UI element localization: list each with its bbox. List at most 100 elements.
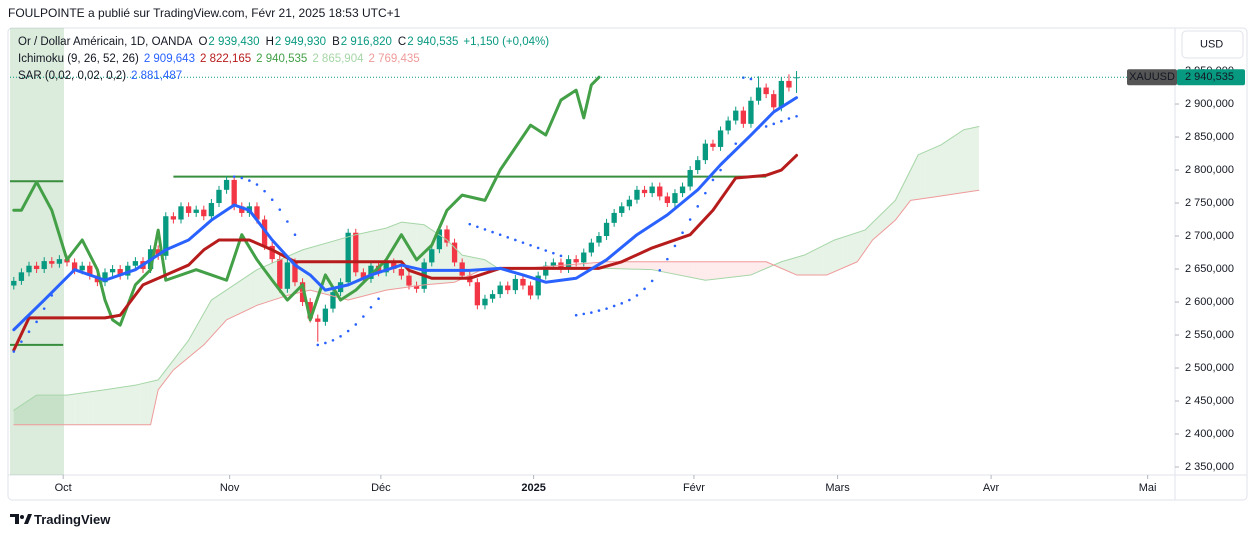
plot-area bbox=[10, 71, 1175, 426]
candle-body bbox=[56, 259, 63, 264]
cloud-fill bbox=[146, 381, 151, 425]
candle-body bbox=[208, 203, 215, 217]
cloud-fill bbox=[127, 385, 132, 425]
sar-dot bbox=[620, 302, 624, 305]
sar-dot bbox=[605, 307, 608, 310]
sar-dot bbox=[780, 119, 783, 123]
cloud-fill bbox=[215, 294, 219, 333]
footer-brand: TradingView bbox=[34, 512, 111, 527]
sar-dot bbox=[362, 315, 365, 318]
sar-dot bbox=[232, 175, 236, 178]
candle-body bbox=[185, 206, 192, 213]
cloud-fill bbox=[690, 261, 694, 278]
candle-body bbox=[588, 242, 595, 253]
candle-body bbox=[505, 285, 511, 291]
y-tick-label: 2 350,000 bbox=[1185, 461, 1234, 473]
cloud-fill bbox=[845, 235, 850, 267]
sar-dot bbox=[544, 249, 548, 252]
cloud-fill bbox=[97, 390, 102, 425]
candle-body bbox=[71, 262, 78, 271]
candle-body bbox=[786, 80, 792, 88]
x-tick-label: Mars bbox=[825, 482, 850, 494]
cloud-fill bbox=[899, 185, 903, 216]
currency-button[interactable] bbox=[1181, 30, 1244, 59]
cloud-fill bbox=[203, 306, 208, 345]
cloud-fill bbox=[800, 255, 805, 275]
candle-body bbox=[565, 259, 572, 270]
cloud-fill bbox=[211, 297, 216, 337]
cloud-fill bbox=[735, 261, 740, 277]
cloud-fill bbox=[872, 218, 877, 240]
candle-body bbox=[315, 318, 321, 322]
candle-body bbox=[398, 269, 405, 276]
cloud-fill bbox=[253, 269, 257, 308]
candle-body bbox=[284, 262, 291, 289]
legend-item: C bbox=[397, 36, 407, 48]
chart-frame bbox=[7, 27, 1248, 501]
y-tick-label: 2 400,000 bbox=[1185, 428, 1234, 440]
sar-dot bbox=[270, 198, 274, 202]
legend-item: Or / Dollar Américain, 1D, OANDA bbox=[18, 36, 193, 48]
cloud-fill bbox=[389, 225, 394, 290]
sar-dot bbox=[795, 114, 798, 118]
sar-dot bbox=[514, 238, 517, 242]
candle-body bbox=[771, 94, 777, 108]
cloud-fill bbox=[66, 394, 71, 425]
cloud-fill bbox=[857, 231, 862, 262]
sar-dot bbox=[666, 257, 669, 261]
sar-dot bbox=[42, 307, 46, 310]
cloud-fill bbox=[469, 256, 474, 276]
candle-body bbox=[778, 80, 785, 108]
y-tick-label: 2 700,000 bbox=[1185, 230, 1234, 242]
sar-dot bbox=[719, 168, 722, 172]
cloud-fill bbox=[788, 258, 793, 274]
cloud-fill bbox=[640, 261, 645, 270]
y-tick-label: 2 750,000 bbox=[1185, 197, 1234, 209]
candle-body bbox=[11, 280, 17, 286]
cloud-fill bbox=[481, 259, 485, 271]
sar-dot bbox=[597, 309, 601, 312]
cloud-fill bbox=[268, 263, 273, 302]
cloud-fill bbox=[747, 261, 751, 276]
indicator-line bbox=[12, 96, 799, 332]
x-tick-label: 2025 bbox=[521, 482, 545, 494]
cloud-fill bbox=[785, 259, 789, 272]
y-tick-label: 2 450,000 bbox=[1185, 395, 1234, 407]
sar-dot bbox=[536, 246, 540, 250]
cloud-fill bbox=[743, 261, 748, 276]
candle-body bbox=[740, 110, 747, 124]
cloud-fill bbox=[192, 326, 197, 355]
sar-dot bbox=[521, 241, 525, 244]
cloud-fill bbox=[169, 360, 174, 375]
cloud-fill bbox=[629, 261, 634, 270]
sar-dot bbox=[491, 230, 494, 234]
sar-dot bbox=[658, 269, 662, 272]
candle-body bbox=[725, 120, 731, 131]
candle-body bbox=[755, 87, 762, 101]
x-tick-label: Mai bbox=[1139, 482, 1157, 494]
candle-body bbox=[702, 143, 709, 161]
cloud-fill bbox=[123, 386, 128, 425]
cloud-fill bbox=[758, 261, 763, 272]
candle-body bbox=[634, 189, 640, 200]
cloud-fill bbox=[245, 274, 250, 311]
symbol-label-box bbox=[1127, 69, 1177, 86]
sar-dot bbox=[483, 228, 487, 231]
candle-body bbox=[277, 259, 283, 289]
cloud-fill bbox=[93, 390, 98, 425]
sar-dot bbox=[764, 125, 768, 128]
cloud-fill bbox=[363, 232, 368, 297]
candle-body bbox=[231, 179, 237, 207]
cloud-fill bbox=[32, 395, 37, 425]
cloud-fill bbox=[142, 382, 147, 425]
candle-body bbox=[170, 216, 177, 220]
legend-item: H bbox=[265, 36, 274, 48]
cloud-fill bbox=[158, 374, 162, 390]
cloud-fill bbox=[731, 261, 736, 278]
sar-dot bbox=[263, 189, 266, 193]
sar-dot bbox=[757, 126, 760, 130]
y-tick-label: 2 850,000 bbox=[1185, 131, 1234, 143]
cloud-fill bbox=[108, 388, 113, 425]
legend-item: 2 939,430 bbox=[208, 36, 260, 48]
cloud-fill bbox=[811, 249, 816, 275]
